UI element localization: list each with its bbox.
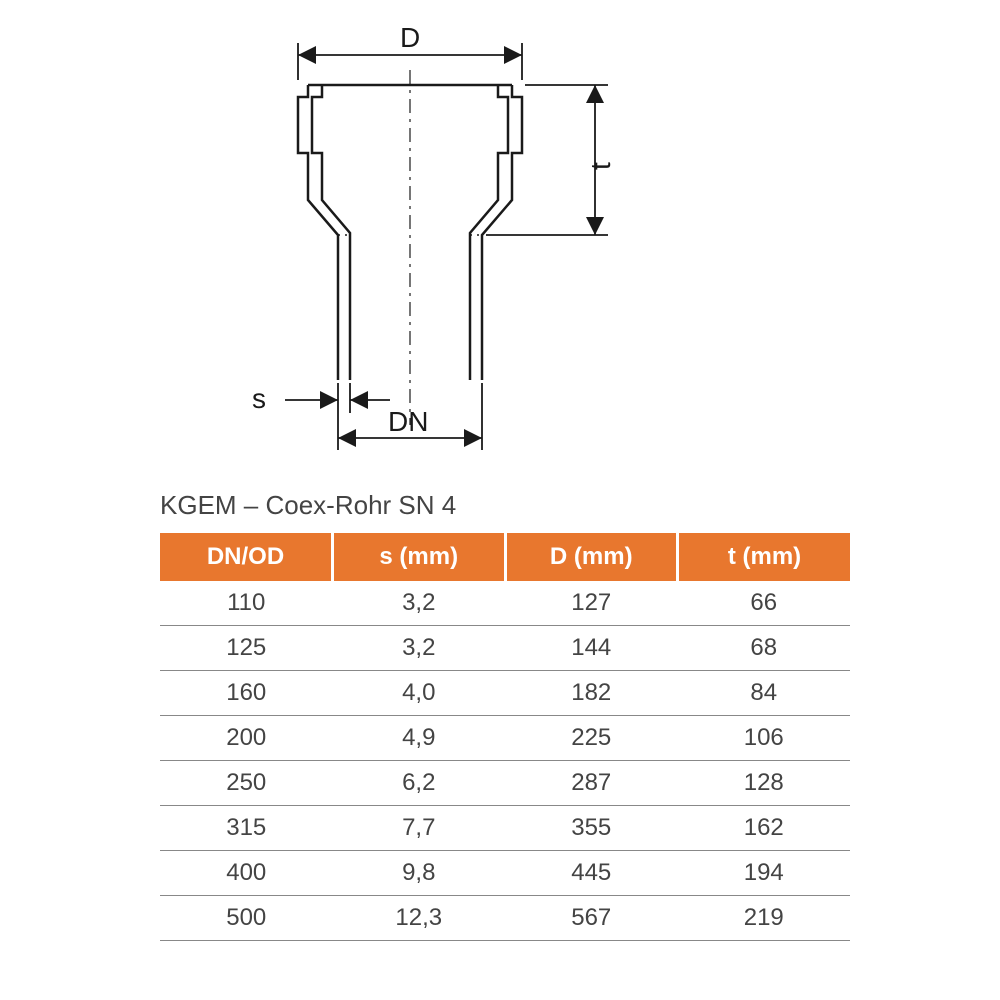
table-cell: 315	[160, 806, 333, 851]
table-header-row: DN/ODs (mm)D (mm)t (mm)	[160, 533, 850, 581]
label-D: D	[400, 25, 420, 53]
table-row: 1253,214468	[160, 626, 850, 671]
table-cell: 355	[505, 806, 678, 851]
table-header-cell: DN/OD	[160, 533, 333, 581]
table-title: KGEM – Coex-Rohr SN 4	[160, 490, 850, 521]
label-s: s	[252, 383, 266, 414]
table-row: 2004,9225106	[160, 716, 850, 761]
table-row: 4009,8445194	[160, 851, 850, 896]
diagram-svg: D t s DN	[190, 25, 690, 455]
table-cell: 194	[678, 851, 851, 896]
table-cell: 3,2	[333, 626, 506, 671]
table-cell: 128	[678, 761, 851, 806]
table-body: 1103,2127661253,2144681604,0182842004,92…	[160, 581, 850, 941]
label-DN: DN	[388, 406, 428, 437]
table-cell: 182	[505, 671, 678, 716]
table-row: 50012,3567219	[160, 896, 850, 941]
table-cell: 110	[160, 581, 333, 626]
table-cell: 106	[678, 716, 851, 761]
table-cell: 567	[505, 896, 678, 941]
table-cell: 68	[678, 626, 851, 671]
table-cell: 4,9	[333, 716, 506, 761]
table-cell: 3,2	[333, 581, 506, 626]
table-cell: 12,3	[333, 896, 506, 941]
table-cell: 162	[678, 806, 851, 851]
table-header-cell: s (mm)	[333, 533, 506, 581]
table-cell: 200	[160, 716, 333, 761]
table-row: 3157,7355162	[160, 806, 850, 851]
table-cell: 219	[678, 896, 851, 941]
table-cell: 144	[505, 626, 678, 671]
table-cell: 445	[505, 851, 678, 896]
label-t: t	[585, 162, 616, 170]
spec-table-container: KGEM – Coex-Rohr SN 4 DN/ODs (mm)D (mm)t…	[160, 490, 850, 941]
spec-table: DN/ODs (mm)D (mm)t (mm) 1103,2127661253,…	[160, 533, 850, 941]
table-cell: 160	[160, 671, 333, 716]
table-header-cell: D (mm)	[505, 533, 678, 581]
table-row: 1604,018284	[160, 671, 850, 716]
table-cell: 400	[160, 851, 333, 896]
table-cell: 84	[678, 671, 851, 716]
table-cell: 225	[505, 716, 678, 761]
table-cell: 7,7	[333, 806, 506, 851]
table-cell: 6,2	[333, 761, 506, 806]
table-row: 1103,212766	[160, 581, 850, 626]
table-row: 2506,2287128	[160, 761, 850, 806]
table-cell: 127	[505, 581, 678, 626]
table-cell: 125	[160, 626, 333, 671]
table-header-cell: t (mm)	[678, 533, 851, 581]
table-cell: 9,8	[333, 851, 506, 896]
table-cell: 4,0	[333, 671, 506, 716]
table-cell: 250	[160, 761, 333, 806]
pipe-diagram: D t s DN	[190, 25, 690, 455]
table-cell: 66	[678, 581, 851, 626]
table-cell: 287	[505, 761, 678, 806]
table-cell: 500	[160, 896, 333, 941]
